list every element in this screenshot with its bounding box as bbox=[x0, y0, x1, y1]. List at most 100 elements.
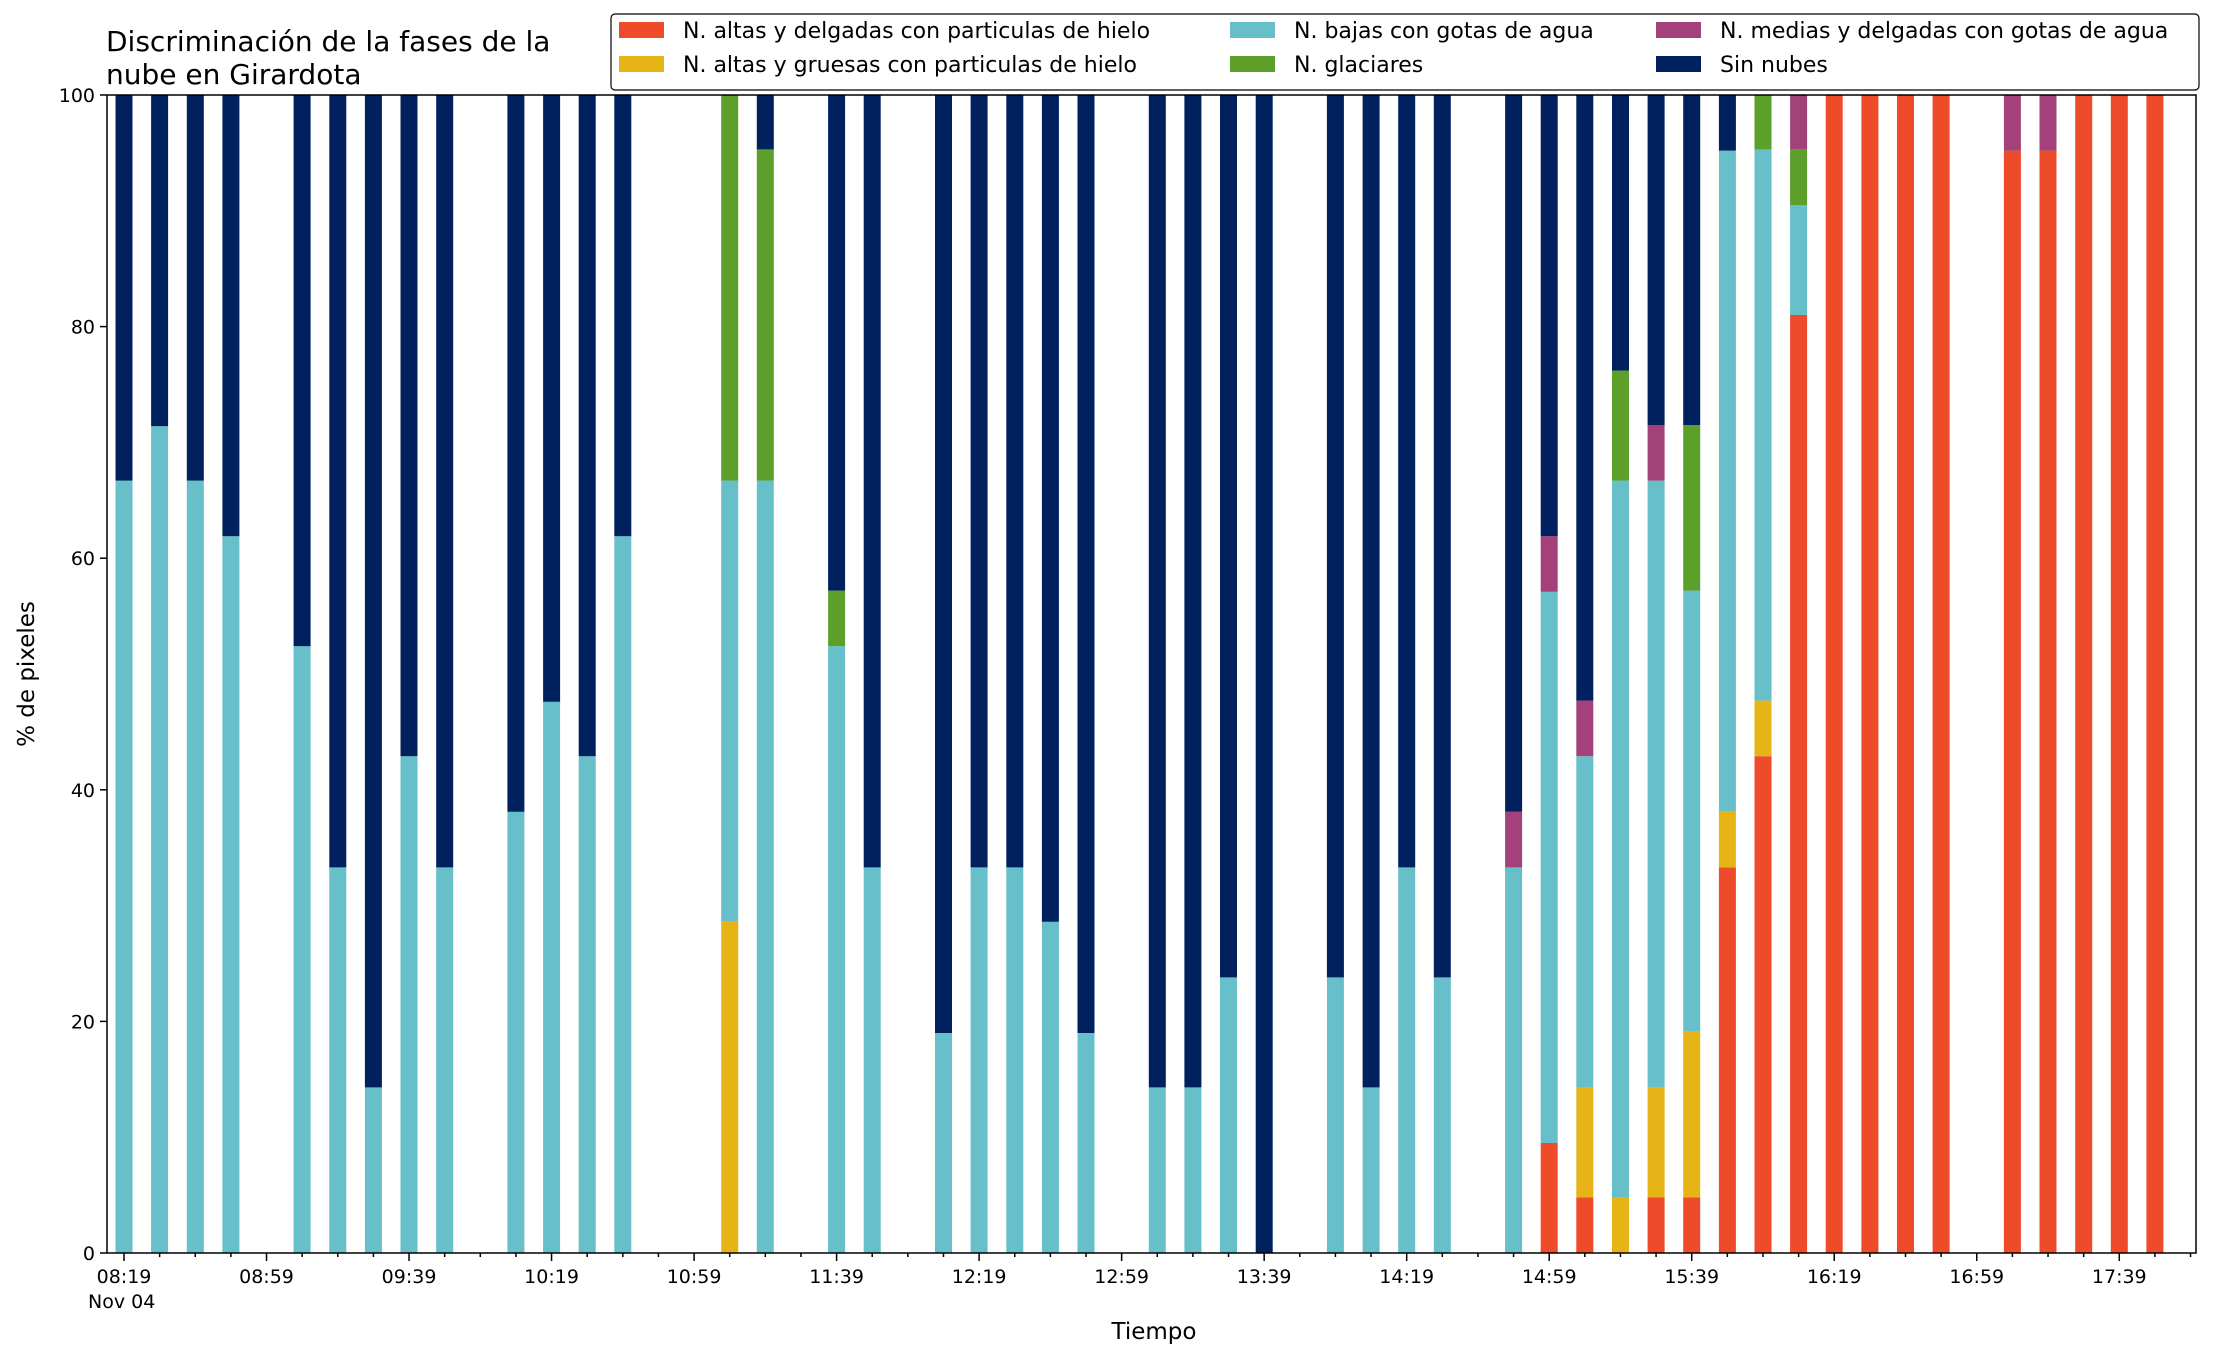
bar-segment bbox=[756, 480, 774, 1254]
bar-segment bbox=[1041, 921, 1059, 1253]
bar-segment bbox=[1077, 95, 1095, 1033]
bar-segment bbox=[1540, 1143, 1558, 1253]
y-tick-label: 40 bbox=[71, 780, 95, 802]
bar-segment bbox=[1505, 95, 1523, 812]
bar-segment bbox=[1897, 95, 1914, 1253]
bar-segment bbox=[970, 95, 988, 868]
bar-segment bbox=[1932, 95, 1950, 1253]
bar-segment bbox=[293, 95, 311, 647]
bar-segment bbox=[186, 480, 204, 1254]
bar-segment bbox=[721, 95, 739, 481]
bar-segment bbox=[1540, 591, 1558, 1143]
bar-segment bbox=[1184, 1087, 1202, 1253]
bar-segment bbox=[1683, 95, 1701, 425]
legend-entry-label: N. medias y delgadas con gotas de agua bbox=[1720, 19, 2168, 44]
bar-segment bbox=[1683, 590, 1701, 1032]
legend-swatch bbox=[1230, 56, 1275, 72]
x-tick-label: 13:39 bbox=[1237, 1266, 1292, 1288]
bar-segment bbox=[293, 646, 311, 1253]
x-axis: 08:19 08:59 09:39 10:19 10:59 11:39 12:19 12:59… bbox=[97, 1253, 2192, 1288]
bar-segment bbox=[2003, 95, 2021, 151]
bar-segment bbox=[1184, 95, 1202, 1088]
legend-entry-label: N. altas y gruesas con particulas de hie… bbox=[683, 53, 1137, 78]
bar-segment bbox=[863, 95, 881, 868]
bar-segment bbox=[1433, 977, 1451, 1253]
bar-segment bbox=[2110, 95, 2128, 1253]
bar-segment bbox=[329, 95, 347, 868]
bar-segment bbox=[1612, 95, 1629, 371]
x-tick-label: 14:59 bbox=[1522, 1266, 1577, 1288]
legend-swatch bbox=[619, 56, 664, 72]
bar-segment bbox=[400, 756, 418, 1253]
y-axis-title: % de pixeles bbox=[14, 601, 40, 747]
bar-segment bbox=[400, 95, 418, 757]
bar-segment bbox=[1647, 480, 1665, 1088]
bar-segment bbox=[721, 921, 739, 1253]
bar-segment bbox=[1861, 95, 1879, 1253]
legend-entry-label: N. glaciares bbox=[1294, 53, 1423, 78]
bar-segment bbox=[828, 590, 846, 647]
bar-segment bbox=[1718, 95, 1736, 151]
bar-segment bbox=[436, 95, 454, 868]
y-tick-label: 20 bbox=[71, 1011, 95, 1033]
x-tick-label: 15:39 bbox=[1664, 1266, 1719, 1288]
bar-segment bbox=[1754, 700, 1772, 757]
bar-segment bbox=[1576, 95, 1594, 701]
bar-segment bbox=[1326, 95, 1344, 978]
x-tick-label: 09:39 bbox=[382, 1266, 437, 1288]
bar-segment bbox=[935, 1033, 952, 1253]
legend-entry-label: N. altas y delgadas con particulas de hi… bbox=[683, 19, 1150, 44]
bar-segment bbox=[1433, 95, 1451, 978]
legend-entry-label: N. bajas con gotas de agua bbox=[1294, 19, 1594, 44]
x-tick-label: 16:59 bbox=[1949, 1266, 2004, 1288]
bar-segment bbox=[1647, 425, 1665, 481]
bar-segment bbox=[2146, 95, 2164, 1253]
bar-segment bbox=[151, 95, 169, 427]
bar-segment bbox=[1612, 480, 1629, 1198]
bar-segment bbox=[364, 95, 382, 1088]
bars-layer bbox=[115, 95, 2164, 1254]
bar-segment bbox=[1754, 756, 1772, 1253]
bar-segment bbox=[614, 536, 632, 1253]
bar-segment bbox=[614, 95, 632, 537]
bar-segment bbox=[863, 867, 881, 1253]
legend-box bbox=[610, 13, 2200, 91]
bar-segment bbox=[1647, 95, 1665, 425]
x-axis-date-label: Nov 04 bbox=[88, 1291, 155, 1313]
bar-segment bbox=[1362, 95, 1380, 1088]
bar-segment bbox=[828, 646, 846, 1253]
bar-segment bbox=[222, 536, 240, 1253]
bar-segment bbox=[1790, 205, 1808, 315]
bar-segment bbox=[2075, 95, 2093, 1253]
bar-segment bbox=[1718, 150, 1736, 812]
bar-segment bbox=[507, 811, 525, 1253]
bar-segment bbox=[1006, 867, 1024, 1253]
bar-segment bbox=[115, 480, 133, 1254]
legend-swatch bbox=[1656, 22, 1701, 38]
bar-segment bbox=[1576, 700, 1594, 757]
bar-segment bbox=[970, 867, 988, 1253]
bar-segment bbox=[1398, 95, 1416, 868]
bar-segment bbox=[507, 95, 525, 812]
bar-segment bbox=[935, 95, 952, 1033]
bar-segment bbox=[756, 149, 774, 481]
x-tick-label: 16:19 bbox=[1807, 1266, 1862, 1288]
bar-segment bbox=[329, 867, 347, 1253]
bar-segment bbox=[1683, 425, 1701, 591]
bar-segment bbox=[1790, 95, 1808, 150]
bar-segment bbox=[1683, 1031, 1701, 1198]
bar-segment bbox=[1362, 1087, 1380, 1253]
x-tick-label: 08:19 bbox=[97, 1266, 152, 1288]
y-tick-label: 80 bbox=[71, 317, 95, 339]
bar-segment bbox=[1825, 95, 1843, 1253]
bar-segment bbox=[1718, 811, 1736, 868]
bar-segment bbox=[1576, 756, 1594, 1088]
bar-segment bbox=[1754, 95, 1772, 150]
bar-segment bbox=[1220, 977, 1237, 1253]
bar-segment bbox=[578, 756, 596, 1253]
bar-segment bbox=[1540, 536, 1558, 592]
bar-segment bbox=[543, 95, 561, 702]
bar-segment bbox=[578, 95, 596, 757]
x-tick-label: 08:59 bbox=[239, 1266, 294, 1288]
y-tick-label: 0 bbox=[83, 1243, 95, 1265]
